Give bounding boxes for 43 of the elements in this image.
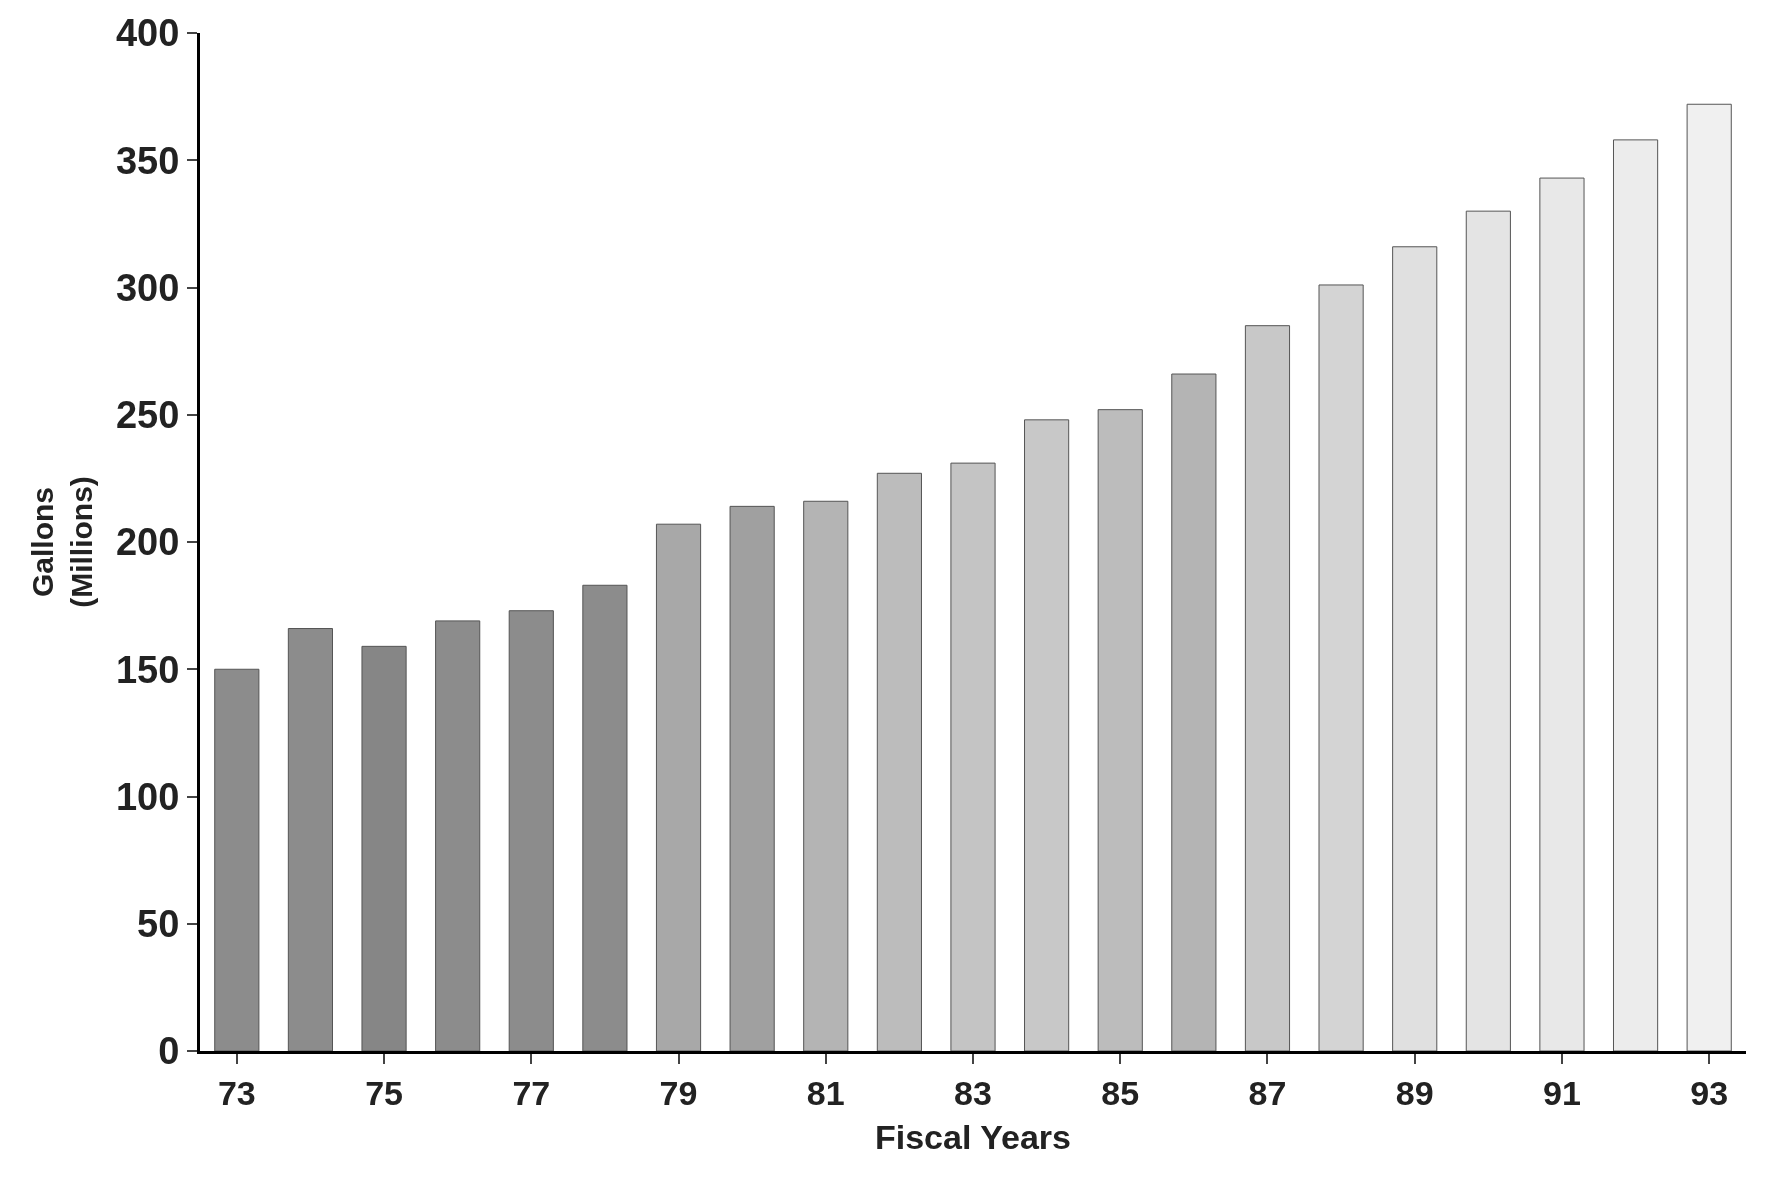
bar [361,645,407,1051]
bar [1612,139,1659,1051]
bar [1171,373,1217,1051]
x-tick-label: 85 [1101,1073,1140,1112]
x-tick-label: 83 [954,1073,992,1112]
bar [1024,419,1070,1051]
bar [1465,210,1511,1051]
bar [1097,409,1143,1051]
bar [655,523,702,1051]
x-tick-label: 93 [1690,1073,1729,1112]
bar [1392,246,1438,1051]
y-tick-label: 100 [115,775,180,818]
y-tick-label: 300 [115,266,180,309]
y-axis-title: Gallons (Millions) [25,476,98,608]
y-tick-label: 50 [137,903,180,946]
y-tick-label: 150 [115,648,180,691]
y-tick-label: 0 [158,1030,180,1073]
y-tick-label: 350 [115,139,180,182]
y-tick-label: 250 [115,394,180,437]
bar [876,472,922,1051]
bar [1318,284,1364,1051]
bar [803,500,849,1051]
y-tick-label: 200 [115,521,180,564]
x-tick-label: 77 [512,1073,551,1112]
bar [287,628,334,1051]
bar [1686,103,1732,1051]
x-tick-label: 87 [1248,1073,1287,1112]
x-tick-label: 91 [1543,1073,1581,1112]
x-axis-title: Fiscal Years [875,1118,1071,1157]
bar [950,462,996,1051]
bar [1539,177,1585,1051]
bar [435,620,481,1051]
x-tick-label: 89 [1395,1073,1434,1112]
x-tick-label: 73 [217,1073,256,1112]
bar [582,584,628,1051]
x-tick-label: 81 [806,1073,845,1112]
bar [1244,325,1291,1051]
y-tick-label: 400 [115,12,180,55]
bar [214,668,260,1051]
bar [729,505,775,1051]
x-tick-label: 79 [659,1073,698,1112]
x-tick-label: 75 [365,1073,403,1112]
bar [508,610,554,1051]
